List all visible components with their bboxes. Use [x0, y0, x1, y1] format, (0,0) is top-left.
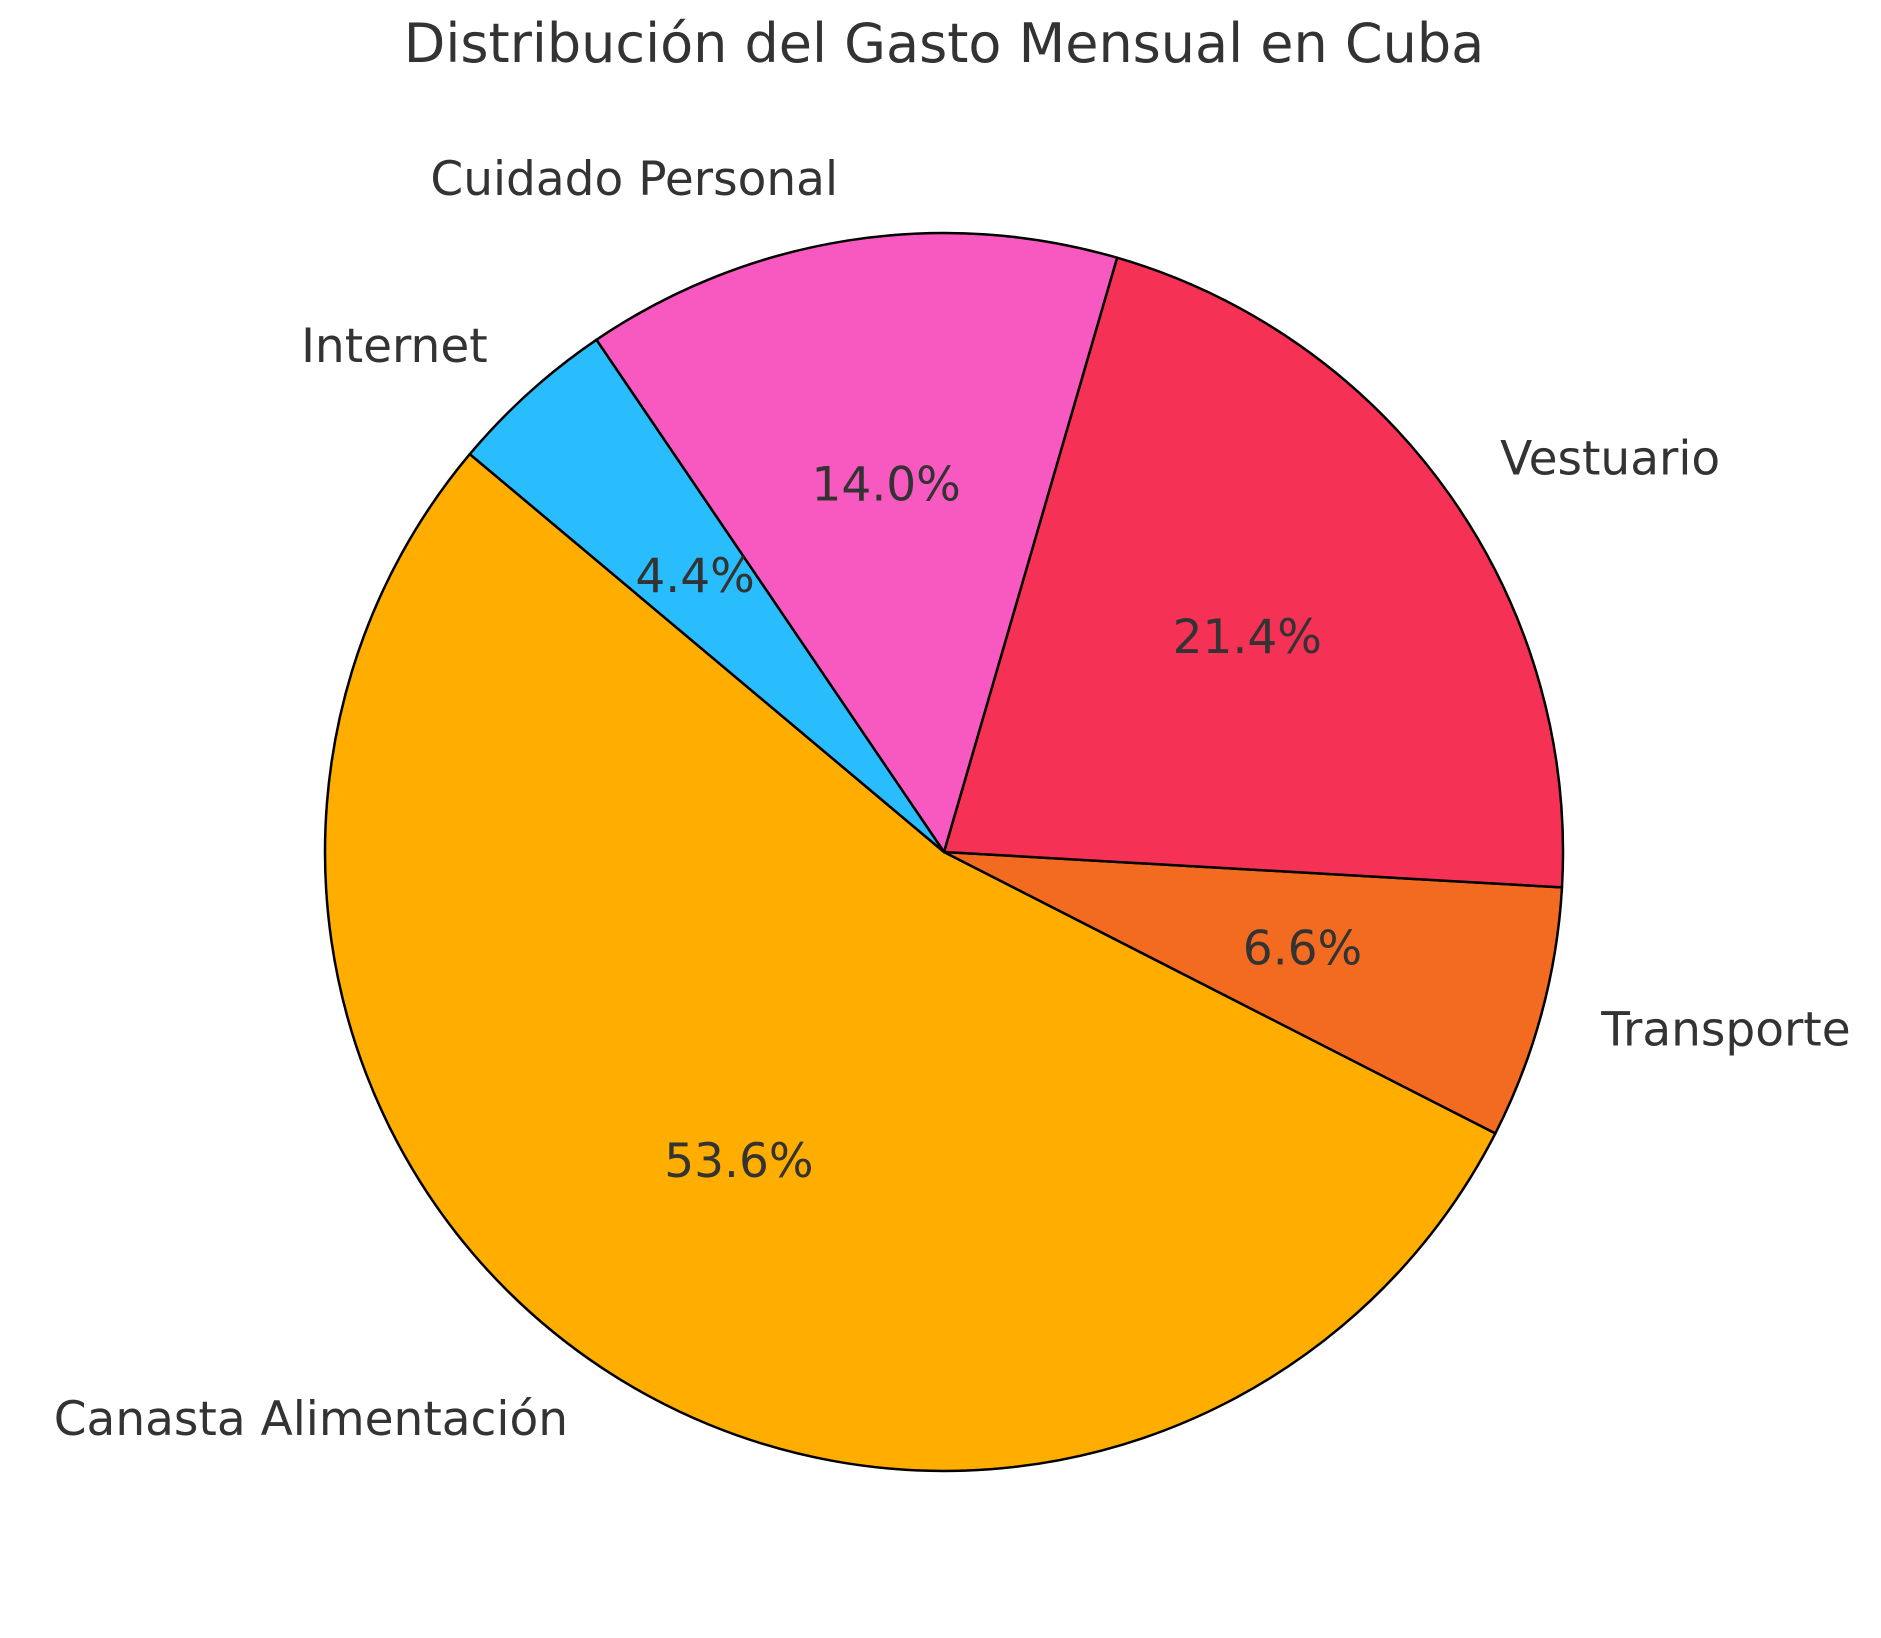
percent-label-internet: 4.4%: [635, 549, 754, 604]
percent-label-canasta-alimentacion: 53.6%: [664, 1134, 813, 1189]
pie-slice-internet: [468, 338, 946, 854]
pie-slice-transporte: [942, 850, 1564, 1135]
pie-slice-vestuario: [942, 256, 1565, 889]
chart-title: Distribución del Gasto Mensual en Cuba: [404, 12, 1484, 75]
slices-layer: [323, 231, 1565, 1473]
percent-label-transporte: 6.6%: [1243, 922, 1362, 977]
pie-slice-canasta-alimentacion: [323, 452, 1497, 1473]
slice-label-transporte: Transporte: [1600, 1003, 1850, 1058]
slice-label-internet: Internet: [301, 319, 488, 374]
percent-label-cuidado-personal: 14.0%: [812, 458, 961, 513]
slice-label-cuidado-personal: Cuidado Personal: [430, 152, 838, 207]
slice-label-canasta-alimentacion: Canasta Alimentación: [54, 1392, 568, 1447]
percent-label-vestuario: 21.4%: [1173, 610, 1322, 665]
labels-layer: Canasta Alimentación 53.6% Transporte 6.6% V…: [54, 152, 1851, 1447]
slice-label-vestuario: Vestuario: [1500, 432, 1720, 487]
pie-slice-cuidado-personal: [595, 231, 1119, 854]
